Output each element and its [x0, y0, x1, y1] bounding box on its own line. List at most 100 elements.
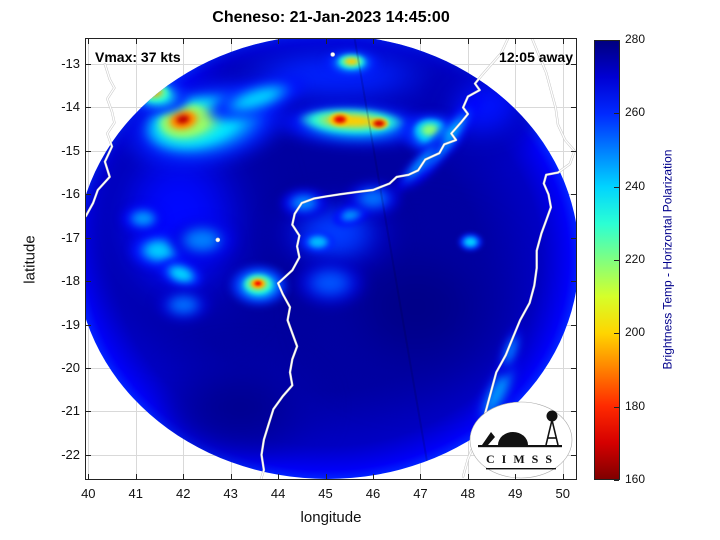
feature-center-texture-2	[299, 229, 338, 255]
x-tick-mark	[515, 39, 517, 44]
y-tick-mark	[86, 237, 91, 239]
colorbar-tick-label: 240	[625, 178, 646, 193]
cimss-logo: C I M S S	[469, 401, 573, 479]
colorbar-tick-mark	[614, 480, 619, 481]
feature-right-small-cyan	[456, 232, 484, 253]
y-axis-label: latitude	[21, 235, 39, 284]
feature-left-texture-4	[165, 217, 239, 263]
x-tick-label: 48	[460, 486, 476, 501]
colorbar-tick-label: 200	[625, 325, 646, 340]
data-swath	[85, 38, 577, 480]
colorbar-tick-label: 180	[625, 398, 646, 413]
feature-left-texture-3	[119, 202, 167, 234]
coastline-madagascar_east	[462, 38, 576, 478]
satellite-dish-icon	[482, 432, 495, 445]
y-tick-mark	[86, 367, 91, 369]
y-tick-label: -18	[61, 273, 80, 289]
logo-text: C I M S S	[486, 452, 554, 466]
island-dot	[215, 237, 221, 243]
logo-baseline	[478, 445, 562, 448]
x-tick-label: 45	[318, 486, 333, 501]
x-tick-mark	[183, 39, 185, 44]
x-tick-mark	[562, 474, 564, 479]
time-away-annotation: 12:05 away	[499, 49, 573, 65]
x-tick-label: 42	[175, 486, 191, 501]
x-tick-label: 47	[413, 486, 428, 501]
y-tick-mark	[571, 454, 576, 456]
coastline-madagascar_west	[260, 38, 509, 480]
feature-center-texture-6	[343, 180, 403, 218]
y-tick-label: -19	[61, 316, 80, 332]
y-tick-mark	[571, 107, 576, 109]
colorbar-tick-label: 260	[625, 105, 646, 120]
x-tick-mark	[278, 39, 280, 44]
x-tick-mark	[325, 39, 327, 44]
y-tick-mark	[571, 237, 576, 239]
colorbar-tick-mark	[614, 406, 619, 408]
y-tick-mark	[571, 194, 576, 196]
plot-title: Cheneso: 21-Jan-2023 14:45:00	[212, 9, 450, 26]
x-tick-label: 40	[81, 486, 96, 501]
x-tick-mark	[420, 474, 422, 479]
x-tick-mark	[372, 39, 374, 44]
feature-dark-south	[154, 350, 326, 464]
y-tick-mark	[571, 150, 576, 152]
y-tick-mark	[86, 107, 91, 109]
y-tick-label: -16	[61, 186, 80, 202]
colorbar-tick-label: 160	[625, 472, 646, 486]
y-tick-label: -22	[61, 446, 80, 462]
feature-top-spot-yellow	[337, 54, 366, 69]
y-tick-mark	[571, 64, 576, 66]
x-tick-mark	[515, 474, 517, 479]
y-tick-mark	[86, 454, 91, 456]
x-tick-mark	[230, 39, 232, 44]
y-tick-label: -17	[61, 229, 80, 245]
y-tick-label: -14	[61, 99, 80, 115]
colorbar-tick-mark	[614, 113, 619, 115]
coastline-overlay	[85, 38, 576, 480]
y-tick-label: -21	[61, 403, 80, 419]
x-tick-mark	[230, 474, 232, 479]
x-tick-label: 44	[270, 486, 286, 501]
y-tick-label: -13	[61, 56, 80, 72]
y-tick-label: -15	[61, 142, 80, 158]
y-tick-mark	[86, 194, 91, 196]
x-tick-mark	[135, 474, 137, 479]
feature-band-red-west	[327, 111, 352, 127]
x-tick-mark	[372, 474, 374, 479]
x-tick-mark	[88, 474, 90, 479]
y-tick-mark	[86, 150, 91, 152]
x-tick-mark	[278, 474, 280, 479]
x-tick-mark	[325, 474, 327, 479]
y-tick-mark	[86, 281, 91, 283]
x-tick-mark	[467, 39, 469, 44]
x-tick-mark	[467, 474, 469, 479]
y-tick-mark	[571, 324, 576, 326]
feature-warm-spot-red	[250, 278, 265, 288]
feature-band-red-east	[367, 116, 390, 130]
x-tick-mark	[420, 39, 422, 44]
x-tick-mark	[183, 474, 185, 479]
y-tick-mark	[571, 367, 576, 369]
y-tick-mark	[86, 411, 91, 413]
y-tick-mark	[86, 324, 91, 326]
x-tick-label: 43	[223, 486, 238, 501]
x-tick-mark	[135, 39, 137, 44]
x-tick-label: 49	[508, 486, 523, 501]
y-tick-mark	[86, 64, 91, 66]
logo-underline	[486, 468, 556, 470]
vmax-annotation: Vmax: 37 kts	[95, 49, 181, 65]
colorbar-tick-mark	[614, 333, 619, 335]
x-tick-mark	[562, 39, 564, 44]
y-tick-mark	[571, 411, 576, 413]
island-dot	[330, 52, 335, 57]
feature-left-texture-5	[153, 286, 213, 324]
tower-ball-icon	[546, 410, 558, 422]
colorbar-tick-mark	[614, 40, 619, 41]
x-tick-mark	[88, 39, 90, 44]
x-axis-label: longitude	[300, 509, 362, 526]
plot-area: C I M S S	[85, 38, 577, 480]
colorbar-tick-label: 220	[625, 252, 646, 266]
x-tick-label: 50	[555, 486, 570, 501]
